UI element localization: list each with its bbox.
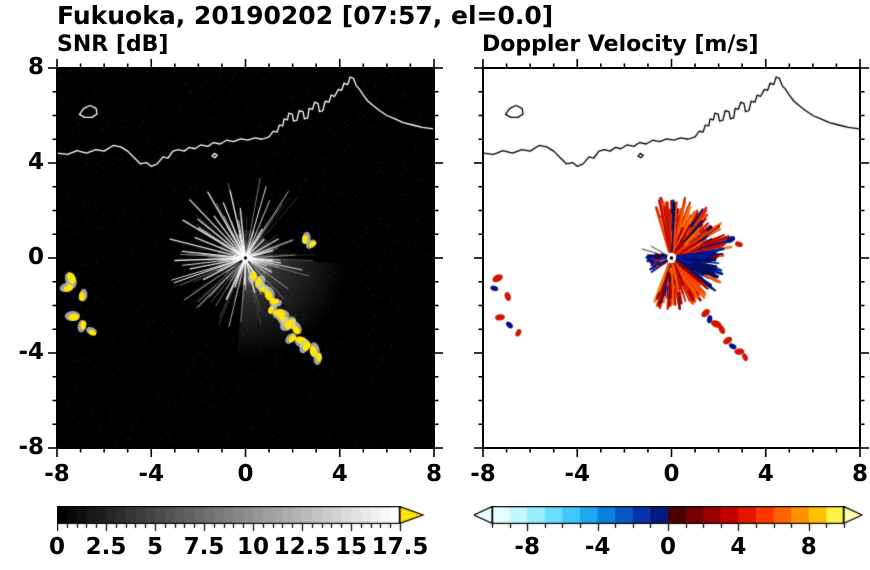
snr-colorbar-label: 17.5 [371, 534, 429, 560]
doppler-colorbar-label: 8 [800, 534, 817, 560]
snr-colorbar-label: 2.5 [85, 534, 127, 560]
snr-colorbar-label: 7.5 [183, 534, 225, 560]
doppler-plot-area [474, 59, 869, 457]
x-tick-label: 0 [237, 461, 254, 487]
y-tick-label: 4 [27, 149, 44, 175]
snr-colorbar-label: 10 [236, 534, 269, 560]
y-tick-label: -8 [18, 434, 44, 460]
axes-frame [474, 59, 869, 457]
doppler-colorbar-label: -4 [584, 534, 611, 560]
snr-colorbar-label: 0 [48, 534, 65, 560]
x-tick-label: -8 [470, 461, 496, 487]
doppler-panel-title: Doppler Velocity [m/s] [482, 32, 759, 57]
x-tick-label: 0 [663, 461, 680, 487]
snr-panel-title: SNR [dB] [57, 32, 169, 57]
doppler-colorbar [474, 506, 864, 532]
x-tick-label: -4 [138, 461, 165, 487]
x-tick-label: -8 [44, 461, 70, 487]
snr-heatmap-canvas [57, 68, 434, 448]
snr-colorbar-label: 5 [146, 534, 163, 560]
y-tick-label: 8 [27, 54, 44, 80]
y-tick-label: 0 [27, 244, 44, 270]
x-tick-label: 8 [851, 461, 868, 487]
y-tick-label: -4 [18, 339, 44, 365]
doppler-colorbar-label: 4 [730, 534, 747, 560]
x-tick-label: 4 [757, 461, 774, 487]
axes-frame [48, 59, 443, 457]
doppler-colorbar-label: -8 [514, 534, 540, 560]
figure-title: Fukuoka, 20190202 [07:57, el=0.0] [57, 1, 554, 30]
snr-plot-area [48, 59, 443, 457]
snr-colorbar [57, 506, 427, 532]
snr-colorbar-label: 15 [334, 534, 367, 560]
doppler-heatmap-canvas [483, 68, 860, 448]
doppler-colorbar-label: 0 [659, 534, 676, 560]
snr-colorbar-label: 12.5 [273, 534, 331, 560]
x-tick-label: 8 [425, 461, 442, 487]
x-tick-label: 4 [331, 461, 348, 487]
x-tick-label: -4 [564, 461, 591, 487]
